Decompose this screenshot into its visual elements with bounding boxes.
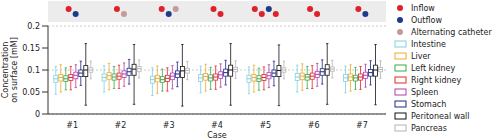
svg-text:#5: #5 [259,121,271,130]
svg-text:0.15: 0.15 [22,44,40,53]
html-text:Pancreas: Pancreas [411,123,447,133]
html-text:Alternating catheter: Alternating catheter [411,27,492,37]
svg-text:#7: #7 [356,121,368,130]
html-text:Intestine: Intestine [411,39,446,49]
svg-text:Concentrationon surface [mM]: Concentrationon surface [mM] [8,37,19,103]
html-text:Stomach: Stomach [411,99,447,109]
svg-text:#4: #4 [211,121,223,130]
html-text:Left kidney: Left kidney [411,63,456,73]
svg-text:Case: Case [207,131,227,138]
svg-text:0.1: 0.1 [27,66,40,75]
html-text:Liver: Liver [411,51,431,61]
svg-text:#1: #1 [66,121,78,130]
svg-text:0: 0 [35,110,40,119]
html-text:Inflow: Inflow [411,3,435,13]
html-text:Peritoneal wall: Peritoneal wall [411,111,470,121]
html-text:Right kidney: Right kidney [411,75,462,85]
svg-text:0.2: 0.2 [27,22,40,31]
svg-text:0.05: 0.05 [22,88,40,97]
svg-text:#6: #6 [308,121,320,130]
html-text:Spleen: Spleen [411,87,439,97]
html-text:Outflow: Outflow [411,15,442,25]
svg-text:#2: #2 [115,121,127,130]
svg-text:#3: #3 [163,121,175,130]
